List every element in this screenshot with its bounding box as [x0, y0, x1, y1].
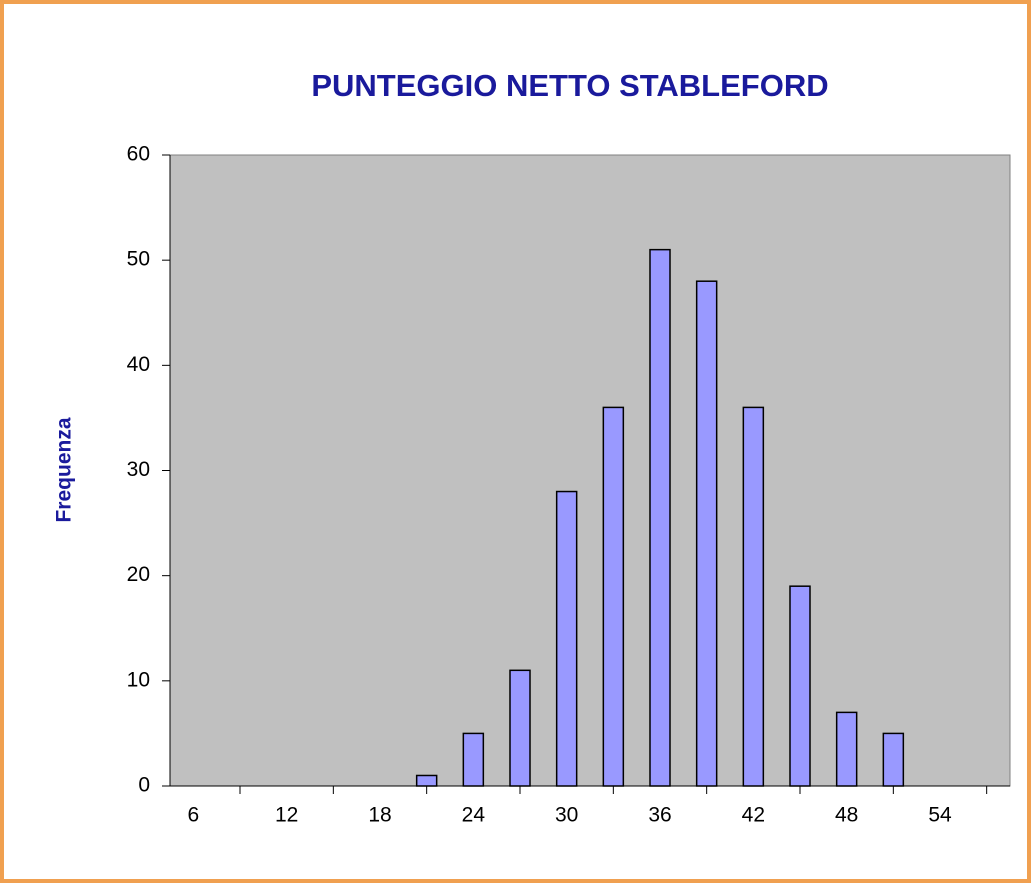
x-tick-label: 12 — [275, 804, 298, 827]
bar — [509, 669, 531, 787]
chart-title: PUNTEGGIO NETTO STABLEFORD — [311, 68, 828, 103]
bar — [789, 585, 811, 787]
x-tick-label: 42 — [742, 804, 765, 827]
x-tick-label: 24 — [462, 804, 486, 827]
x-tick-label: 18 — [368, 804, 391, 827]
bar — [555, 490, 578, 787]
bar — [649, 248, 671, 787]
y-tick-label: 0 — [138, 774, 150, 797]
y-tick-label: 60 — [127, 143, 150, 166]
bar — [882, 732, 905, 787]
plot-area — [169, 154, 1011, 787]
x-tick-label: 6 — [187, 804, 199, 827]
y-tick-label: 10 — [127, 668, 150, 691]
x-tick-label: 30 — [555, 804, 578, 827]
x-tick-label: 48 — [835, 804, 858, 827]
y-tick-label: 50 — [127, 248, 150, 271]
x-tick-label: 54 — [928, 804, 952, 827]
y-axis-label: Frequenza — [53, 417, 76, 522]
bar — [462, 732, 485, 787]
y-tick-label: 40 — [127, 353, 150, 376]
bar — [742, 406, 765, 787]
y-tick-label: 30 — [127, 458, 150, 481]
bar — [602, 406, 625, 787]
y-tick-label: 20 — [127, 563, 150, 586]
bar — [835, 711, 858, 787]
x-tick-label: 36 — [648, 804, 671, 827]
bar — [695, 280, 718, 787]
bar — [415, 774, 438, 787]
